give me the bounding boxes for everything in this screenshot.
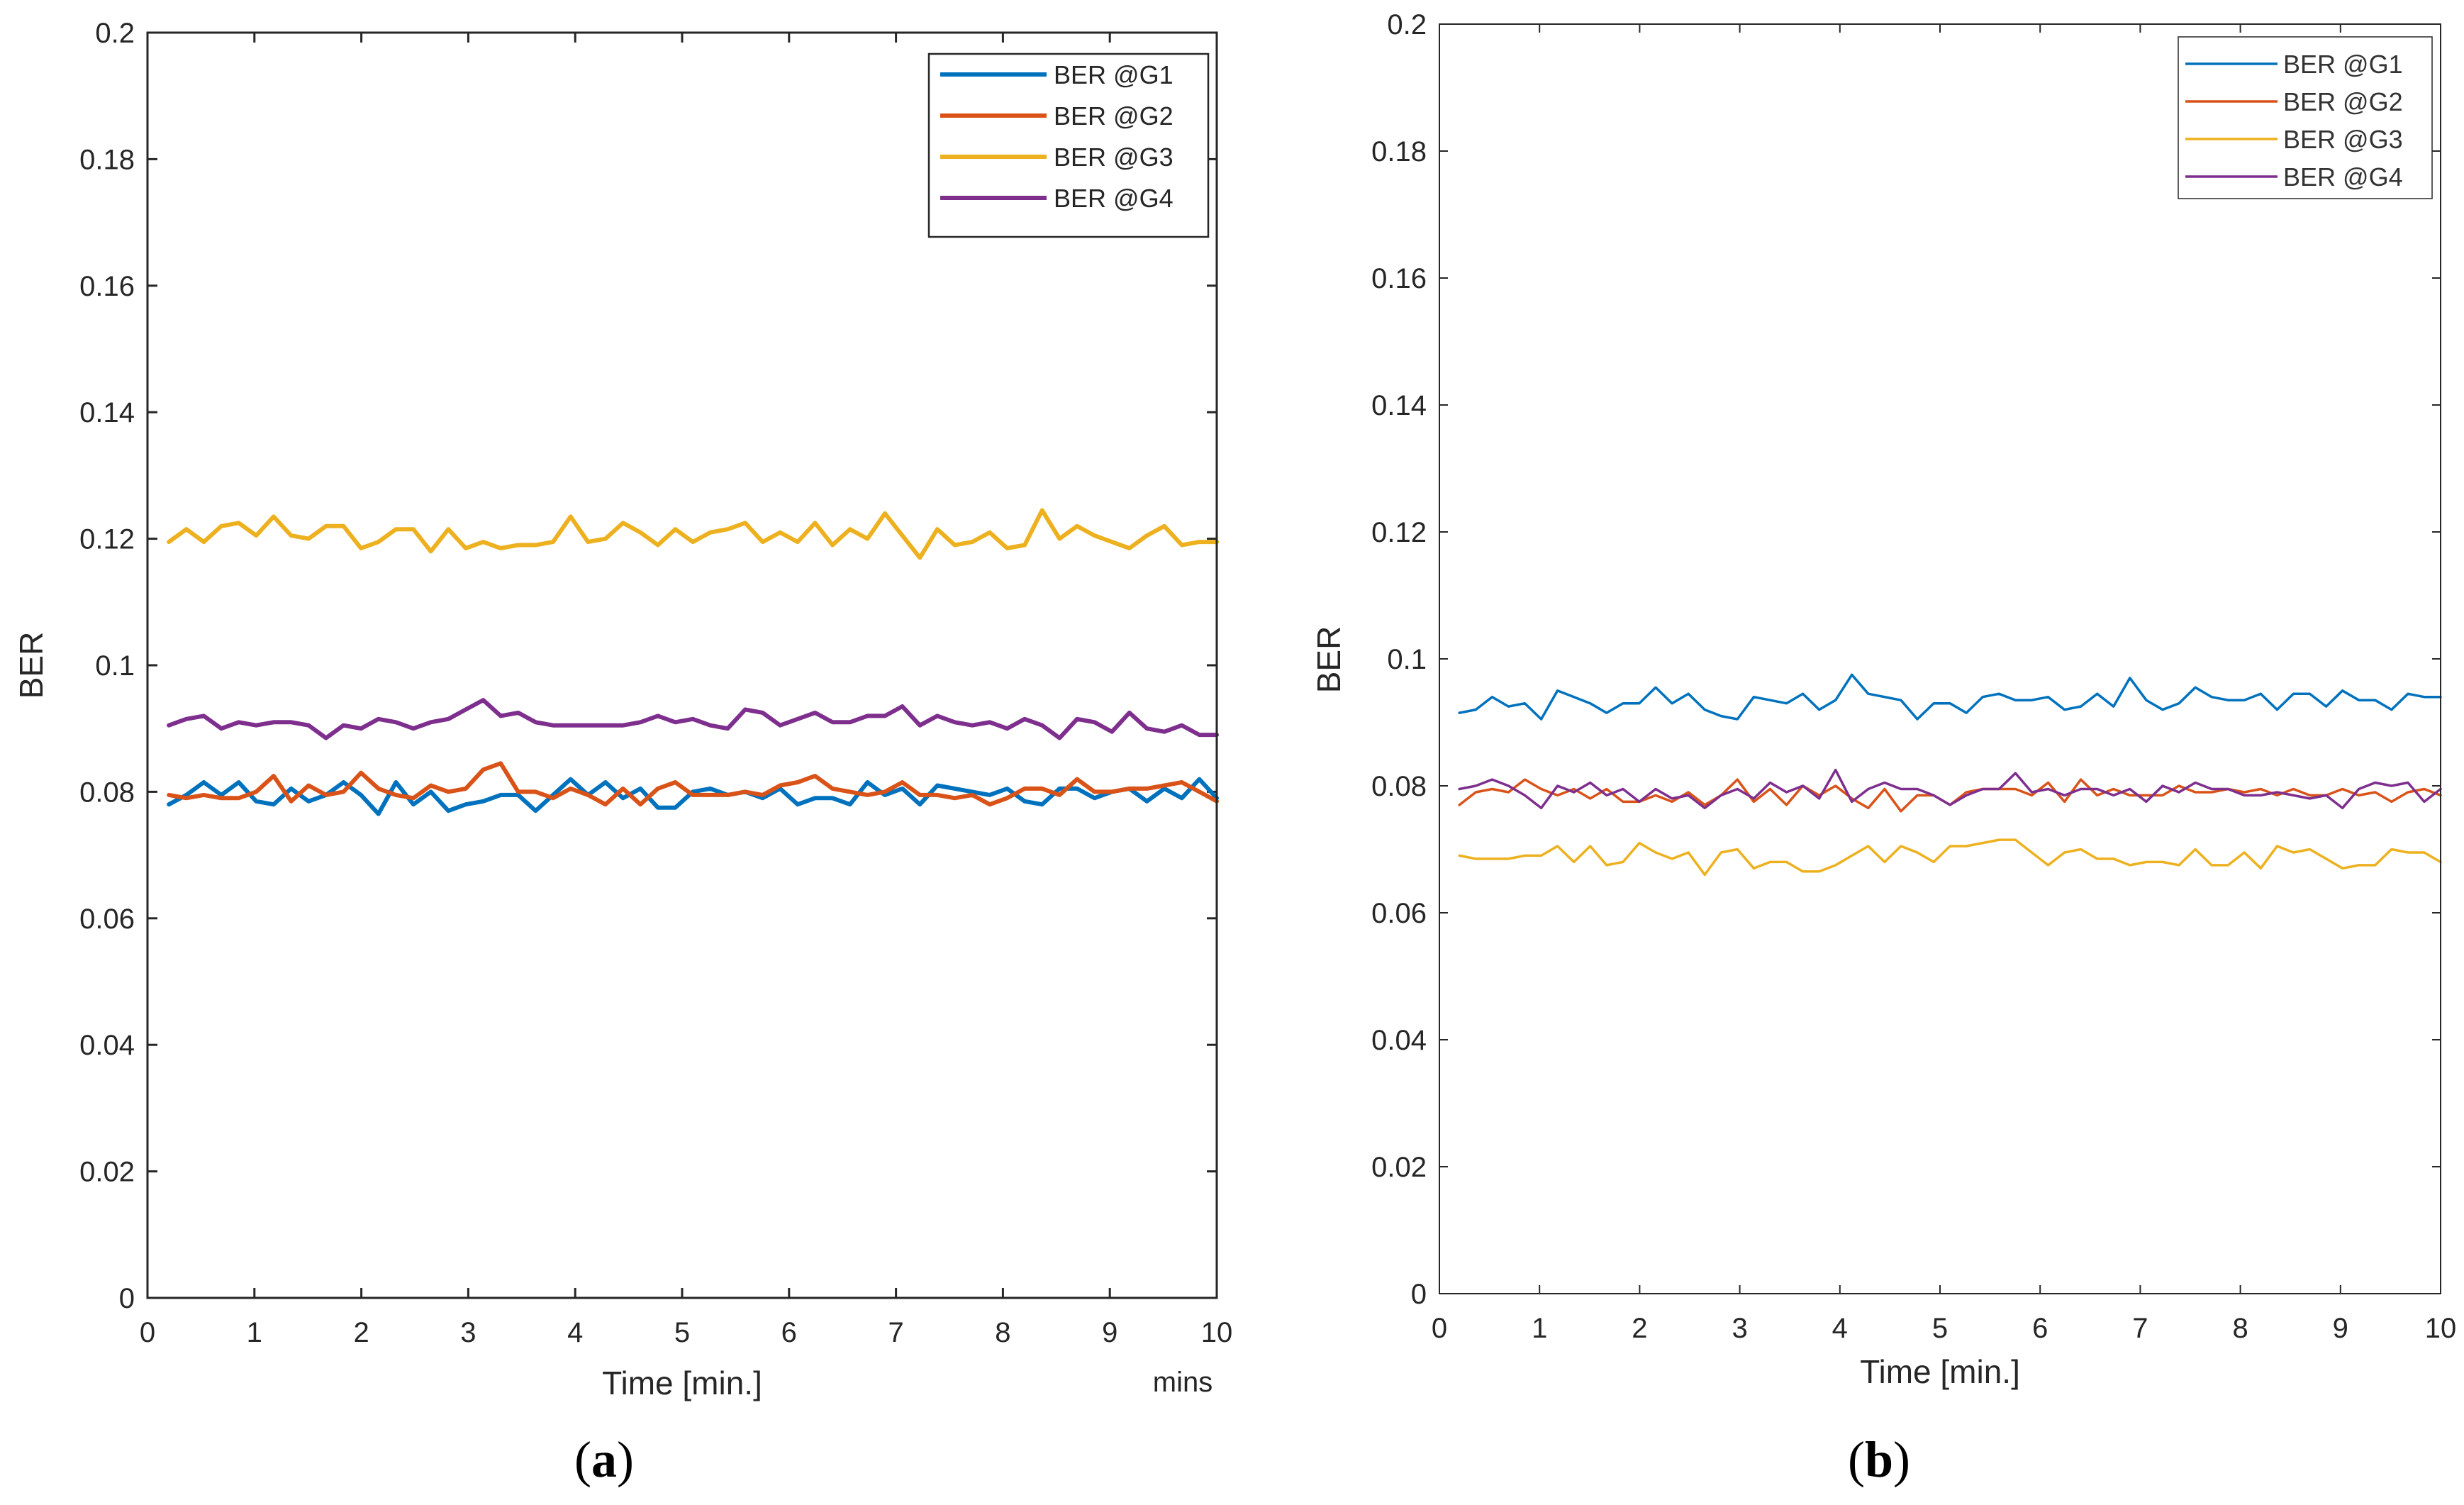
x-tick-label: 8	[2232, 1313, 2248, 1344]
legend-label: BER @G4	[1054, 184, 1174, 213]
series-group	[167, 508, 1219, 816]
y-tick-labels: 0 0.02 0.04 0.06 0.08 0.1 0.12 0.14 0.16 0.18 0.2	[1371, 9, 1427, 1310]
legend-label: BER @G3	[2283, 125, 2403, 154]
y-tick-label: 0.08	[79, 777, 135, 808]
series-line-ber-g4	[1458, 768, 2442, 810]
caption-b: (b)	[1848, 1431, 1910, 1488]
x-tick-label: 0	[1432, 1313, 1447, 1344]
legend-label: BER @G3	[1054, 143, 1174, 172]
x-tick-label: 8	[995, 1317, 1010, 1348]
y-tick-label: 0.04	[79, 1030, 135, 1061]
x-axis-title: Time [min.]	[602, 1365, 762, 1401]
y-axis-title: BER	[1310, 626, 1347, 694]
plot-frame	[146, 31, 1218, 1299]
x-tick-label: 10	[1201, 1317, 1233, 1348]
x-axis-extra-label: mins	[1153, 1367, 1213, 1398]
x-tick-labels: 0 1 2 3 4 5 6 7 8 9 10	[140, 1317, 1232, 1348]
x-tick-label: 9	[1102, 1317, 1117, 1348]
legend-label: BER @G2	[1054, 101, 1174, 130]
x-tick-label: 9	[2333, 1313, 2348, 1344]
legend: BER @G1 BER @G2 BER @G3 BER @G4	[927, 52, 1210, 238]
y-tick-label: 0.02	[1371, 1152, 1427, 1183]
x-tick-label: 10	[2425, 1313, 2457, 1344]
series-line-ber-g3	[167, 508, 1219, 560]
series-line-ber-g1	[1458, 673, 2442, 721]
x-tick-label: 7	[2132, 1313, 2148, 1344]
x-tick-label: 0	[140, 1317, 155, 1348]
series-line-ber-g1	[167, 777, 1219, 816]
y-tick-label: 0.02	[79, 1157, 135, 1188]
y-tick-label: 0.14	[79, 397, 135, 428]
y-tick-label: 0	[1411, 1279, 1427, 1310]
x-tick-label: 6	[2032, 1313, 2048, 1344]
y-tick-label: 0	[119, 1283, 135, 1314]
caption-a: (a)	[574, 1431, 634, 1488]
x-axis-title: Time [min.]	[1860, 1353, 2020, 1390]
series-line-ber-g2	[167, 761, 1219, 807]
series-line-ber-g4	[167, 698, 1219, 740]
x-tick-label: 5	[674, 1317, 690, 1348]
y-tick-label: 0.2	[1387, 9, 1427, 40]
x-tick-label: 4	[567, 1317, 583, 1348]
y-tick-label: 0.1	[95, 650, 135, 682]
x-tick-label: 1	[247, 1317, 262, 1348]
y-tick-label: 0.12	[1371, 517, 1427, 548]
y-tick-label: 0.06	[79, 904, 135, 935]
y-axis-title: BER	[13, 632, 50, 699]
legend-entries: BER @G1 BER @G2 BER @G3 BER @G4	[2185, 50, 2403, 191]
y-tick-label: 0.18	[79, 144, 135, 175]
y-tick-label: 0.16	[79, 271, 135, 302]
x-tick-label: 3	[1732, 1313, 1747, 1344]
x-tick-label: 2	[353, 1317, 369, 1348]
x-tick-label: 2	[1632, 1313, 1647, 1344]
y-tick-label: 0.18	[1371, 136, 1427, 167]
legend-label: BER @G1	[2283, 50, 2403, 79]
y-tick-label: 0.1	[1387, 644, 1427, 675]
x-tick-label: 3	[460, 1317, 476, 1348]
y-tick-label: 0.06	[1371, 898, 1427, 929]
y-tick-labels: 0 0.02 0.04 0.06 0.08 0.1 0.12 0.14 0.16 0.18 0.2	[79, 18, 135, 1314]
x-tick-label: 7	[888, 1317, 903, 1348]
y-tick-label: 0.2	[95, 18, 135, 49]
legend-box	[927, 52, 1210, 238]
x-tick-label: 5	[1932, 1313, 1948, 1344]
y-tick-label: 0.04	[1371, 1025, 1427, 1056]
legend: BER @G1 BER @G2 BER @G3 BER @G4	[2178, 36, 2433, 199]
series-line-ber-g3	[1458, 838, 2442, 877]
y-tick-label: 0.12	[79, 524, 135, 555]
x-tick-label: 4	[1832, 1313, 1848, 1344]
series-group	[1458, 673, 2442, 877]
legend-label: BER @G4	[2283, 162, 2403, 191]
chart-panel-a: 00.020.040.060.080.10.120.140.160.180.2 …	[13, 18, 1232, 1488]
y-tick-label: 0.14	[1371, 390, 1427, 421]
y-tick-label: 0.08	[1371, 771, 1427, 802]
legend-label: BER @G1	[1054, 60, 1174, 89]
legend-entries: BER @G1 BER @G2 BER @G3 BER @G4	[940, 60, 1174, 213]
plot-area	[147, 33, 1217, 1298]
chart-panel-b: 00.020.040.060.080.10.120.140.160.180.2 …	[1310, 9, 2456, 1488]
plot-area	[1439, 24, 2441, 1294]
plot-frame	[1439, 23, 2441, 1294]
x-tick-label: 1	[1532, 1313, 1547, 1344]
y-tick-label: 0.16	[1371, 263, 1427, 294]
legend-label: BER @G2	[2283, 87, 2403, 116]
x-tick-label: 6	[781, 1317, 797, 1348]
x-tick-labels: 0 1 2 3 4 5 6 7 8 9 10	[1432, 1313, 2456, 1344]
